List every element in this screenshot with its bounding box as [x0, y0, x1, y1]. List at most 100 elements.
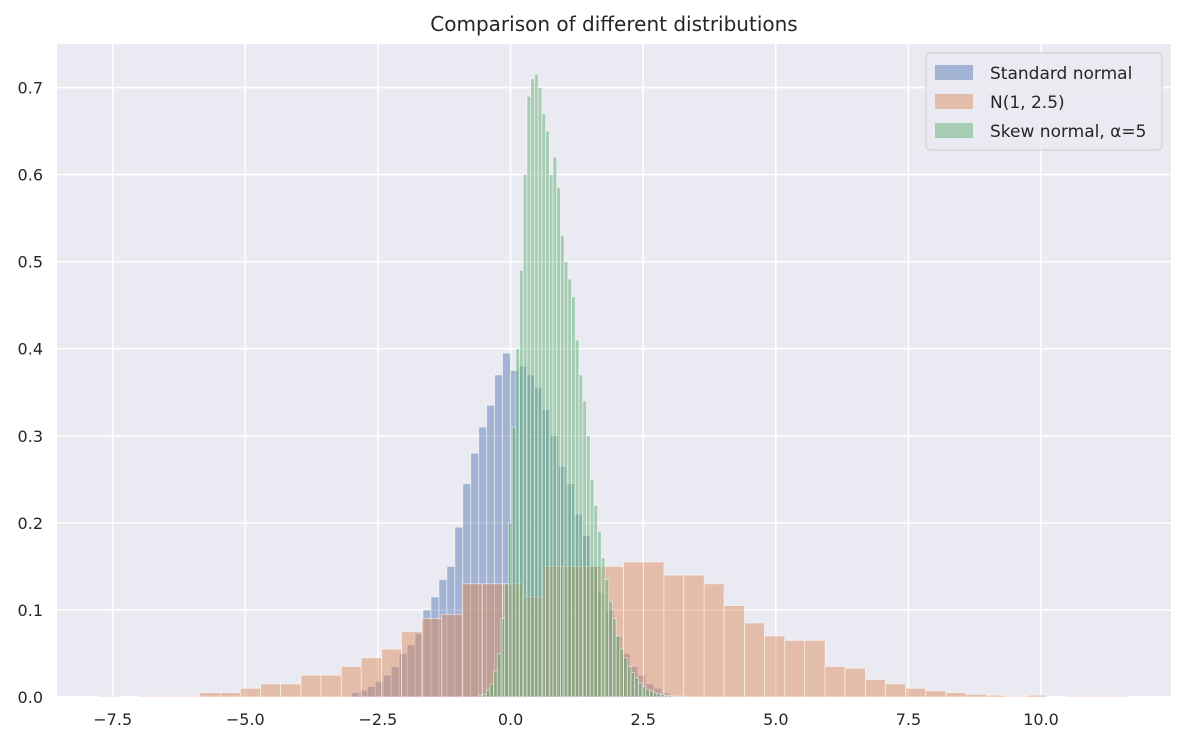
y-tick-label: 0.7 — [18, 79, 43, 98]
histogram-bar — [884, 683, 907, 698]
plot-area — [57, 44, 1171, 697]
histogram-bar — [441, 613, 463, 698]
histogram-bar — [586, 435, 591, 698]
histogram-bar — [784, 640, 806, 698]
y-tick-label: 0.2 — [18, 514, 43, 533]
histogram-bar — [593, 505, 598, 698]
histogram-bar — [552, 156, 558, 698]
histogram-bar — [99, 695, 120, 698]
histogram-bar — [905, 687, 927, 698]
x-axis-ticks: −7.5 −5.0 −2.5 0.0 2.5 5.0 7.5 10.0 — [93, 710, 1059, 729]
histogram-bar — [548, 174, 554, 698]
histogram-bar — [645, 688, 650, 698]
histogram-bar — [744, 622, 765, 698]
histogram-bar — [574, 339, 580, 698]
histogram-bar — [589, 478, 595, 698]
histogram-bar — [534, 74, 539, 698]
histogram-bar — [199, 692, 221, 698]
histogram-bar — [541, 113, 546, 698]
histogram-bar — [504, 583, 509, 698]
x-tick-label: −7.5 — [93, 710, 132, 729]
histogram-bar — [675, 695, 680, 698]
histogram-bar — [985, 694, 1007, 698]
y-tick-label: 0.0 — [18, 688, 43, 707]
histogram-bar — [844, 667, 866, 698]
histogram-bar — [626, 666, 632, 698]
histogram-bar — [604, 579, 610, 698]
x-tick-label: 5.0 — [763, 710, 788, 729]
histogram-bar — [634, 677, 639, 698]
histogram-bar — [582, 400, 587, 698]
histogram-bar — [703, 583, 725, 698]
histogram-bar — [1005, 695, 1028, 698]
histogram-bar — [667, 694, 673, 698]
histogram-bar — [600, 557, 606, 698]
y-tick-label: 0.5 — [18, 253, 43, 272]
histogram-bar — [300, 674, 322, 698]
y-axis-ticks: 0.0 0.1 0.2 0.3 0.4 0.5 0.6 0.7 — [18, 79, 43, 707]
legend-swatch — [935, 123, 973, 138]
histogram-bar — [159, 695, 181, 698]
legend-box — [925, 52, 1163, 151]
histogram-bar — [401, 631, 423, 698]
histogram-bar — [678, 695, 684, 698]
histogram-bar — [567, 278, 572, 698]
histogram-bar — [478, 694, 483, 698]
histogram-bar — [619, 648, 624, 698]
histogram-bar — [652, 692, 658, 698]
histogram-bar — [1106, 695, 1128, 698]
histogram-bar — [139, 695, 161, 698]
histogram-bar — [515, 348, 520, 698]
histogram-bar — [280, 683, 302, 698]
histogram-bar — [824, 666, 846, 698]
histogram-bar — [649, 690, 654, 698]
histogram-bar — [320, 674, 342, 698]
histogram-bar — [612, 618, 617, 698]
histogram-bar — [925, 690, 947, 698]
y-tick-label: 0.3 — [18, 427, 43, 446]
histogram-bar — [563, 261, 569, 698]
x-tick-label: 0.0 — [498, 710, 523, 729]
histogram-bar — [638, 682, 643, 698]
histogram-bar — [630, 672, 636, 698]
histogram-bar — [597, 531, 602, 698]
chart-title: Comparison of different distributions — [430, 12, 797, 36]
histogram-bar — [643, 561, 665, 698]
histogram-bar — [556, 187, 561, 698]
histogram-bar — [623, 657, 628, 698]
histogram-bar — [660, 693, 665, 698]
histogram-bar — [340, 666, 362, 698]
histogram-bar — [545, 130, 550, 698]
histogram-bar — [641, 686, 647, 698]
histogram-bar — [179, 695, 201, 698]
histogram-bar — [381, 648, 402, 698]
histogram-bars — [99, 74, 1128, 698]
histogram-bar — [239, 687, 262, 698]
histogram-bar — [522, 174, 528, 698]
histogram-bar — [965, 693, 987, 698]
histogram-bar — [519, 269, 524, 698]
histogram-bar — [615, 635, 621, 698]
legend-swatch — [935, 94, 973, 109]
legend-label: Skew normal, α=5 — [990, 122, 1146, 142]
histogram-bar — [500, 618, 506, 698]
histogram-bar — [461, 583, 483, 698]
legend-label: N(1, 2.5) — [990, 93, 1065, 113]
histogram-bar — [496, 653, 502, 698]
histogram-bar — [723, 605, 745, 698]
histogram-bar — [560, 235, 565, 698]
histogram-bar — [511, 426, 517, 698]
x-tick-label: −2.5 — [359, 710, 398, 729]
y-tick-label: 0.1 — [18, 601, 43, 620]
histogram-bar — [663, 694, 669, 698]
histogram-bar — [663, 574, 685, 698]
histogram-bar — [485, 689, 491, 698]
legend: Standard normal N(1, 2.5) Skew normal, α=5 — [925, 52, 1163, 151]
histogram-bar — [493, 670, 498, 698]
histogram-bar — [1086, 695, 1108, 698]
histogram-bar — [219, 692, 241, 698]
y-tick-label: 0.6 — [18, 166, 43, 185]
histogram-bar — [260, 683, 281, 698]
